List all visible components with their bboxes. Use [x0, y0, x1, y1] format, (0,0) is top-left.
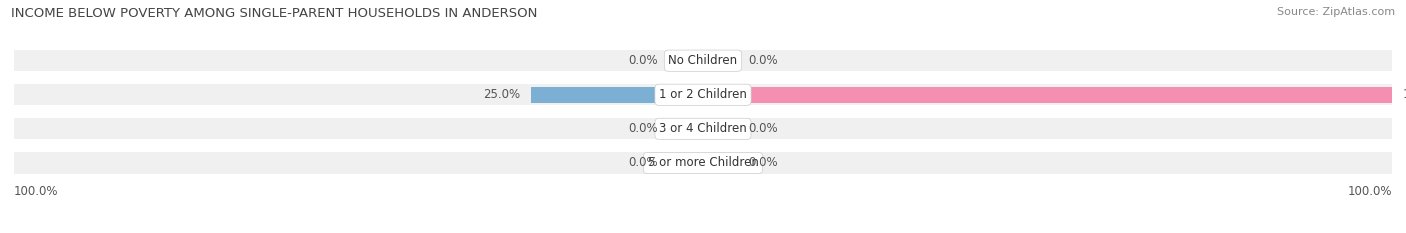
Text: INCOME BELOW POVERTY AMONG SINGLE-PARENT HOUSEHOLDS IN ANDERSON: INCOME BELOW POVERTY AMONG SINGLE-PARENT…: [11, 7, 537, 20]
Text: 100.0%: 100.0%: [1347, 185, 1392, 198]
Text: 100.0%: 100.0%: [14, 185, 59, 198]
Bar: [669, 121, 703, 137]
Text: 0.0%: 0.0%: [628, 54, 658, 67]
Text: 3 or 4 Children: 3 or 4 Children: [659, 122, 747, 135]
Text: 0.0%: 0.0%: [748, 157, 778, 169]
Bar: [531, 87, 703, 103]
Bar: [669, 53, 703, 69]
Bar: [703, 87, 1392, 103]
Text: 100.0%: 100.0%: [1402, 88, 1406, 101]
Bar: [669, 155, 703, 171]
Text: No Children: No Children: [668, 54, 738, 67]
Text: 0.0%: 0.0%: [748, 54, 778, 67]
Bar: [14, 84, 1392, 105]
Bar: [14, 50, 1392, 71]
Text: 25.0%: 25.0%: [484, 88, 520, 101]
Text: 0.0%: 0.0%: [628, 122, 658, 135]
Bar: [703, 53, 738, 69]
Text: 0.0%: 0.0%: [748, 122, 778, 135]
Text: Source: ZipAtlas.com: Source: ZipAtlas.com: [1277, 7, 1395, 17]
Bar: [703, 121, 738, 137]
Bar: [14, 152, 1392, 174]
Text: 5 or more Children: 5 or more Children: [648, 157, 758, 169]
Bar: [703, 155, 738, 171]
Bar: [14, 118, 1392, 140]
Text: 0.0%: 0.0%: [628, 157, 658, 169]
Text: 1 or 2 Children: 1 or 2 Children: [659, 88, 747, 101]
